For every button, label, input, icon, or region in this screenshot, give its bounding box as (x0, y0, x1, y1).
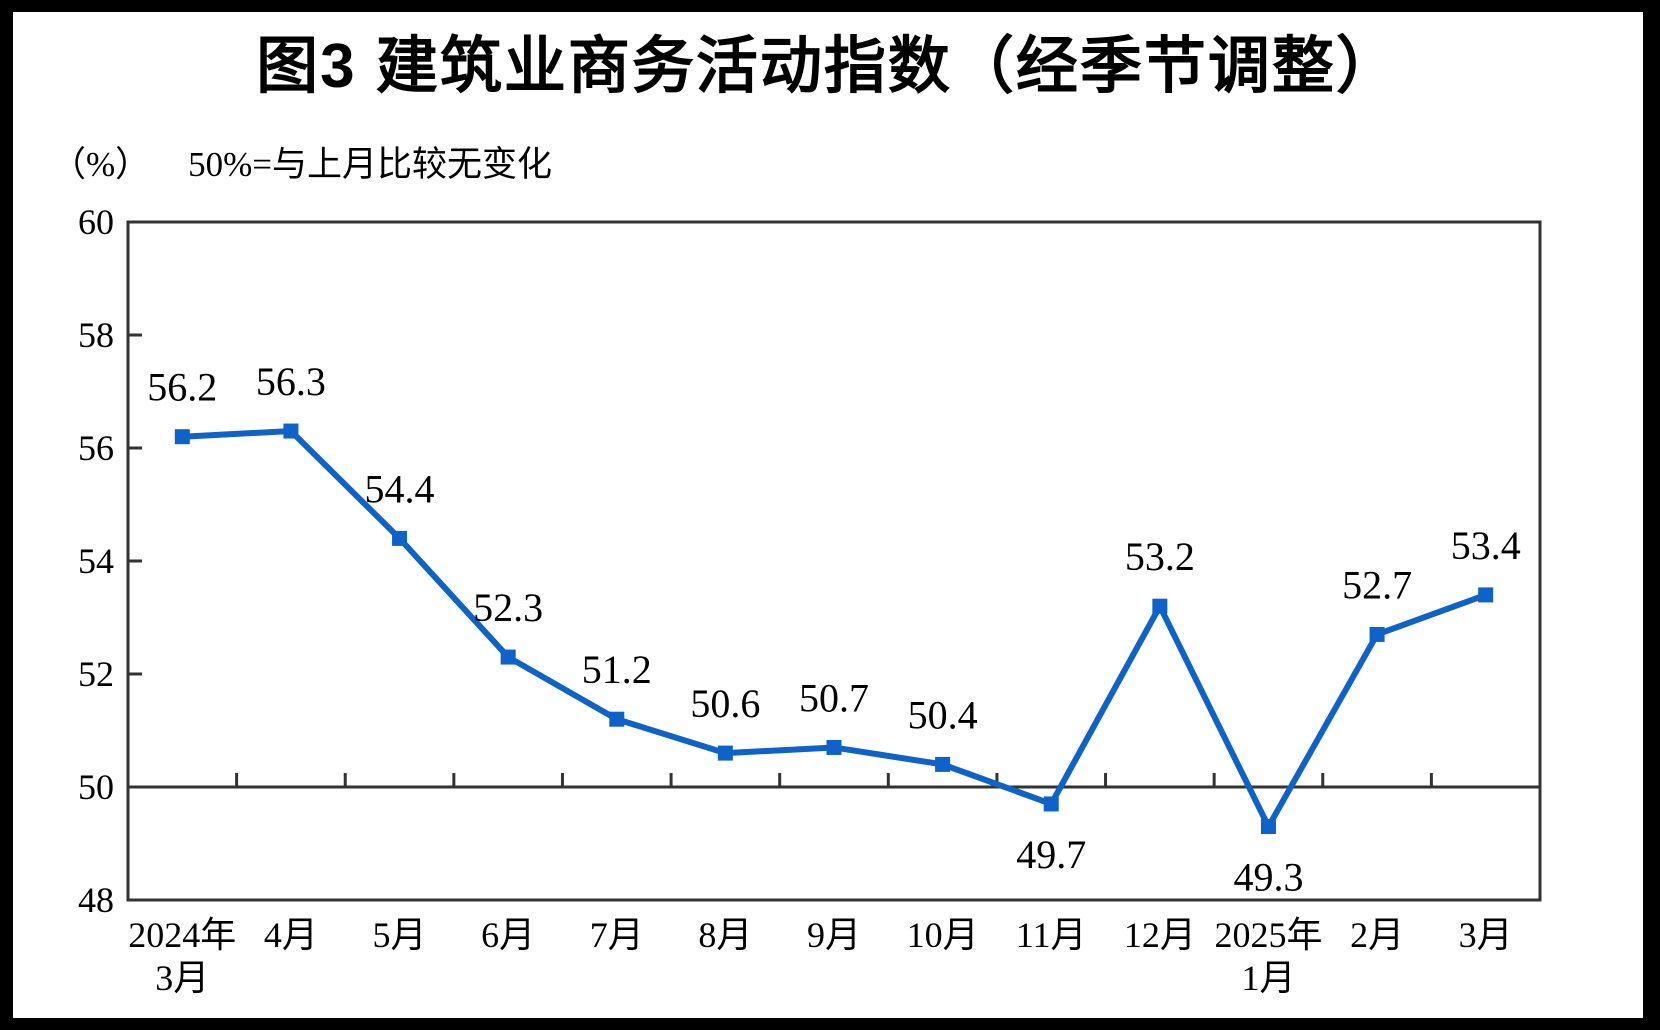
y-axis-tick-label: 50 (78, 767, 114, 807)
x-axis-tick-label: 8月 (698, 915, 752, 955)
y-axis-tick-label: 58 (78, 315, 114, 355)
plot-border (126, 220, 1542, 902)
x-axis-tick-label: 12月 (1124, 915, 1196, 955)
data-point-label: 49.3 (1233, 855, 1303, 900)
y-axis-tick-label: 54 (78, 541, 114, 581)
data-point-marker (1152, 598, 1168, 614)
data-point-marker (1369, 626, 1385, 642)
y-axis-tick-label: 48 (78, 880, 114, 920)
x-axis-tick-label: 1月 (1241, 958, 1295, 998)
data-point-marker (609, 711, 625, 727)
data-point-label: 50.6 (690, 681, 760, 726)
data-point-label: 53.4 (1451, 523, 1521, 568)
data-point-marker (1260, 819, 1276, 835)
data-point-marker (392, 530, 408, 546)
reference-note: 50%=与上月比较无变化 (188, 145, 553, 184)
y-axis-tick-label: 52 (78, 654, 114, 694)
chart-subtitle: （%） 50%=与上月比较无变化 (51, 136, 552, 187)
data-point-marker (826, 739, 842, 755)
x-axis-tick-label: 6月 (481, 915, 535, 955)
data-point-label: 54.4 (365, 466, 435, 511)
data-point-label: 56.3 (256, 359, 326, 404)
y-axis-tick-label: 60 (78, 202, 114, 242)
data-point-marker (717, 745, 733, 761)
data-point-marker (1478, 587, 1494, 603)
x-axis-tick-label: 10月 (907, 915, 979, 955)
x-axis-tick-label: 9月 (807, 915, 861, 955)
chart-title: 图3 建筑业商务活动指数（经季节调整） (256, 32, 1400, 101)
data-point-label: 52.7 (1342, 562, 1412, 607)
x-axis-tick-label: 11月 (1016, 915, 1087, 955)
x-axis-tick-label: 5月 (373, 915, 427, 955)
data-point-label: 50.4 (908, 692, 978, 737)
data-point-marker (500, 649, 516, 665)
data-point-label: 56.2 (147, 365, 217, 410)
y-axis-unit-label: （%） (51, 145, 151, 184)
data-point-label: 53.2 (1125, 534, 1195, 579)
x-axis-tick-label: 3月 (155, 958, 209, 998)
data-point-marker (174, 429, 190, 445)
data-point-label: 51.2 (582, 647, 652, 692)
data-point-label: 52.3 (473, 585, 543, 630)
data-point-label: 49.7 (1016, 832, 1086, 877)
data-point-marker (283, 423, 299, 439)
x-axis-tick-label: 2月 (1350, 915, 1404, 955)
chart-canvas: 图3 建筑业商务活动指数（经季节调整） （%） 50%=与上月比较无变化 48 50… (13, 12, 1643, 1018)
data-point-marker (1043, 796, 1059, 812)
x-axis-tick-label: 3月 (1459, 915, 1513, 955)
data-point-marker (935, 756, 951, 772)
y-axis-tick-label: 56 (78, 428, 114, 468)
x-axis-tick-label: 7月 (590, 915, 644, 955)
x-axis-tick-label: 4月 (264, 915, 318, 955)
data-point-label: 50.7 (799, 675, 869, 720)
x-axis-tick-label: 2024年 (128, 915, 236, 955)
x-axis-tick-label: 2025年 (1214, 915, 1322, 955)
